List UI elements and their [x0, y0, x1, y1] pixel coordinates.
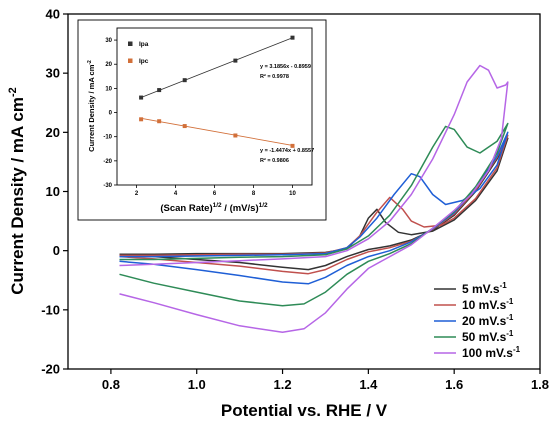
- main-y-tick-label: 20: [46, 125, 60, 140]
- inset-x-axis-label-mid: / (mV/s): [222, 203, 259, 214]
- inset-point-ipc: [290, 143, 295, 148]
- main-y-axis-label-text: Current Density / mA cm: [8, 97, 27, 295]
- main-x-tick-label: 1.4: [359, 377, 378, 392]
- inset-series: y = 3.1856x - 0.8959 R² = 0.9978 y = -1.44…: [139, 35, 314, 164]
- main-x-axis-label: Potential vs. RHE / V: [221, 401, 388, 420]
- inset-y-tick-label: -10: [103, 135, 112, 141]
- inset-point-ipa: [290, 35, 295, 40]
- main-y-tick-label: -20: [41, 362, 60, 377]
- inset-background: [77, 19, 327, 221]
- inset-y-tick-label: -20: [103, 159, 112, 165]
- series-line-5: [119, 64, 509, 334]
- inset-fit-line-ipa: [140, 37, 293, 98]
- inset-y-tick-label: 30: [105, 38, 112, 44]
- inset-x-axis-label: (Scan Rate)1/2 / (mV/s)1/2: [160, 202, 268, 214]
- main-x-tick-label: 1.8: [531, 377, 549, 392]
- inset-plot: 2 4 6 8 10 -30 -20 -10 0 10 20 30 y = 3.1856x - 0.8…: [77, 19, 327, 221]
- inset-point-ipc: [233, 133, 238, 138]
- inset-point-ipa: [157, 88, 162, 93]
- inset-y-axis-label: Current Density / mA cm-2: [87, 60, 96, 152]
- inset-y-tick-label: 20: [105, 62, 112, 68]
- inset-legend-label-ipa: Ipa: [139, 41, 149, 48]
- inset-legend-swatch-ipa: [128, 41, 133, 46]
- inset-point-ipc: [182, 124, 187, 129]
- inset-legend: Ipa Ipc: [128, 41, 149, 65]
- inset-axis-ticks: 2 4 6 8 10 -30 -20 -10 0 10 20 30: [103, 38, 296, 197]
- legend-label-1: 5 mV.s-1: [462, 281, 507, 296]
- main-x-tick-label: 1.6: [445, 377, 463, 392]
- inset-x-tick-label: 2: [135, 191, 139, 197]
- series-line-3: [119, 131, 509, 285]
- inset-x-axis-label-sup1: 1/2: [213, 202, 222, 209]
- inset-x-tick-label: 8: [252, 191, 256, 197]
- main-y-tick-label: 40: [46, 7, 60, 22]
- main-x-tick-label: 0.8: [102, 377, 120, 392]
- inset-fit-equation-ipc: y = -1.4474x + 0.8557: [260, 148, 314, 154]
- main-y-axis-label: Current Density / mA cm-2: [7, 87, 27, 295]
- inset-x-axis-label-sup2: 1/2: [259, 202, 268, 209]
- main-x-tick-label: 1.0: [188, 377, 206, 392]
- inset-y-axis-label-sup: -2: [87, 60, 93, 65]
- inset-legend-label-ipc: Ipc: [139, 58, 149, 65]
- inset-x-tick-label: 10: [289, 191, 296, 197]
- legend-label-4: 50 mV.s-1: [462, 329, 514, 344]
- main-y-tick-label: 30: [46, 66, 60, 81]
- inset-point-ipc: [157, 119, 162, 124]
- inset-legend-swatch-ipc: [128, 58, 133, 63]
- inset-point-ipa: [139, 95, 144, 100]
- inset-fit-line-ipc: [141, 117, 293, 146]
- inset-y-tick-label: 0: [109, 111, 113, 117]
- main-y-tick-label: 0: [53, 243, 60, 258]
- inset-y-tick-label: -30: [103, 183, 112, 189]
- legend-label-2: 10 mV.s-1: [462, 297, 514, 312]
- main-y-tick-label: -10: [41, 302, 60, 317]
- inset-x-tick-label: 4: [174, 191, 178, 197]
- inset-x-axis-label-text: (Scan Rate): [160, 203, 212, 214]
- inset-y-tick-label: 10: [105, 86, 112, 92]
- main-y-axis-label-sup: -2: [7, 87, 19, 97]
- inset-point-ipa: [233, 58, 238, 63]
- inset-fit-r2-ipc: R² = 0.9806: [260, 157, 289, 164]
- main-y-tick-label: 10: [46, 184, 60, 199]
- inset-point-ipc: [139, 117, 144, 122]
- legend-label-5: 100 mV.s-1: [462, 345, 521, 360]
- inset-fit-r2-ipa: R² = 0.9978: [260, 73, 289, 80]
- main-x-tick-label: 1.2: [274, 377, 292, 392]
- main-series-lines: [119, 64, 509, 334]
- inset-y-axis-label-text: Current Density / mA cm: [87, 64, 96, 152]
- legend-label-3: 20 mV.s-1: [462, 313, 514, 328]
- inset-point-ipa: [182, 78, 187, 83]
- inset-fit-equation-ipa: y = 3.1856x - 0.8959: [260, 64, 311, 70]
- inset-x-tick-label: 6: [213, 191, 217, 197]
